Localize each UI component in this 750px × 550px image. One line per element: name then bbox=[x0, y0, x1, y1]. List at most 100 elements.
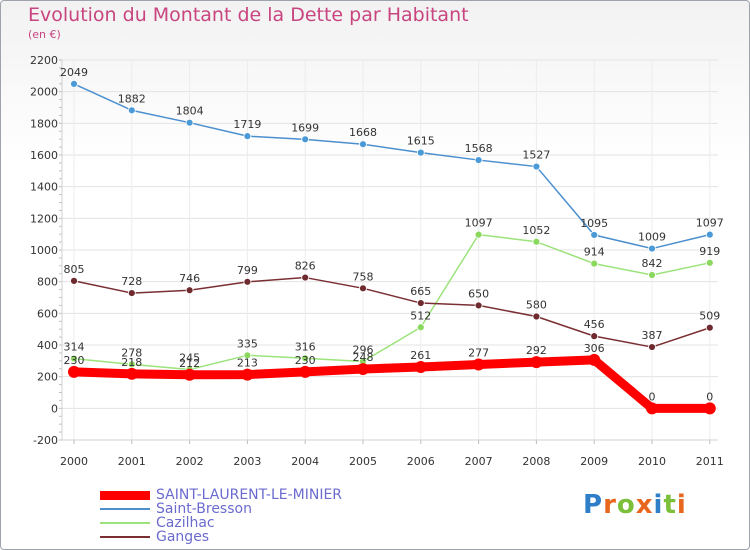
legend-item: Ganges bbox=[100, 530, 209, 544]
y-tick-label: 400 bbox=[37, 339, 58, 352]
data-label: 456 bbox=[584, 318, 605, 331]
y-tick-label: 1400 bbox=[30, 181, 58, 194]
data-point bbox=[243, 351, 252, 360]
data-label: 387 bbox=[642, 329, 663, 342]
data-label: 335 bbox=[237, 337, 258, 350]
series-line bbox=[69, 355, 715, 413]
legend-swatch bbox=[100, 522, 150, 524]
x-tick-label: 2011 bbox=[696, 455, 724, 468]
data-label: 919 bbox=[699, 245, 720, 258]
data-label: 0 bbox=[706, 390, 713, 403]
data-point bbox=[359, 284, 367, 293]
data-label: 1527 bbox=[522, 149, 550, 162]
legend-label: Saint-Bresson bbox=[156, 501, 252, 517]
data-point bbox=[703, 402, 716, 415]
data-point bbox=[241, 368, 254, 381]
data-point bbox=[474, 301, 483, 310]
data-point bbox=[125, 367, 138, 380]
data-label: 746 bbox=[179, 272, 200, 285]
data-label: 580 bbox=[526, 299, 547, 312]
logo-letter: P bbox=[583, 490, 604, 520]
data-label: 0 bbox=[649, 390, 656, 403]
x-tick-label: 2008 bbox=[522, 455, 550, 468]
x-tick-label: 2006 bbox=[407, 455, 435, 468]
logo-letter: t bbox=[663, 490, 677, 520]
data-point bbox=[301, 354, 310, 363]
data-point bbox=[648, 271, 656, 279]
data-point bbox=[705, 230, 714, 239]
data-point bbox=[590, 259, 599, 268]
data-point bbox=[70, 80, 78, 88]
legend-label: Ganges bbox=[156, 529, 210, 545]
series-line bbox=[73, 276, 711, 348]
x-tick-label: 2005 bbox=[349, 455, 377, 468]
data-label: 248 bbox=[353, 351, 374, 364]
x-tick-label: 2002 bbox=[176, 455, 204, 468]
data-label: 805 bbox=[64, 263, 85, 276]
chart-title: Evolution du Montant de la Dette par Hab… bbox=[28, 4, 469, 26]
data-point bbox=[414, 361, 427, 374]
legend-swatch bbox=[100, 508, 150, 510]
data-point bbox=[474, 230, 483, 239]
data-label: 512 bbox=[410, 309, 431, 322]
x-tick-label: 2010 bbox=[638, 455, 666, 468]
data-point bbox=[646, 402, 658, 415]
legend-item: Saint-Bresson bbox=[100, 502, 252, 516]
data-label: 799 bbox=[237, 264, 258, 277]
x-tick-label: 2003 bbox=[233, 455, 261, 468]
legend-label: SAINT-LAURENT-LE-MINIER bbox=[156, 487, 343, 503]
logo-letter: x bbox=[635, 490, 654, 520]
data-point bbox=[70, 354, 78, 363]
data-label: 842 bbox=[642, 257, 663, 270]
data-point bbox=[70, 276, 78, 285]
y-tick-label: -200 bbox=[33, 434, 58, 447]
series-line bbox=[73, 233, 711, 371]
x-tick-label: 2001 bbox=[118, 455, 146, 468]
y-tick-label: 1000 bbox=[30, 244, 58, 257]
data-label: 1719 bbox=[233, 118, 261, 131]
legend-label: Cazilhac bbox=[156, 515, 215, 531]
y-tick-label: 2000 bbox=[30, 86, 58, 99]
legend-swatch bbox=[100, 490, 150, 500]
data-point bbox=[530, 356, 543, 369]
x-tick-label: 2000 bbox=[60, 455, 88, 468]
y-tick-label: 600 bbox=[37, 307, 58, 320]
data-label: 277 bbox=[468, 346, 489, 359]
data-point bbox=[357, 363, 369, 376]
data-label: 278 bbox=[121, 346, 142, 359]
data-label: 2049 bbox=[60, 66, 88, 79]
data-label: 292 bbox=[526, 344, 547, 357]
data-label: 509 bbox=[699, 310, 720, 323]
series-cazilhac: 314 278 245 335 316 296 512 1097 1052 914 842 919 bbox=[64, 217, 720, 374]
data-point bbox=[705, 258, 714, 267]
data-point bbox=[243, 277, 252, 286]
data-label: 1009 bbox=[638, 231, 666, 244]
data-label: 728 bbox=[121, 275, 142, 288]
data-point bbox=[416, 323, 425, 332]
data-point bbox=[648, 244, 656, 253]
data-label: 1097 bbox=[465, 217, 493, 230]
series-line bbox=[73, 83, 711, 250]
data-point bbox=[532, 312, 541, 321]
data-label: 1615 bbox=[407, 135, 435, 148]
data-label: 1095 bbox=[580, 217, 608, 230]
y-tick-label: 200 bbox=[37, 371, 58, 384]
data-point bbox=[588, 353, 601, 366]
data-label: 1699 bbox=[291, 121, 319, 134]
data-point bbox=[243, 132, 252, 141]
x-tick-label: 2009 bbox=[580, 455, 608, 468]
data-point bbox=[68, 365, 80, 378]
data-point bbox=[474, 156, 483, 164]
data-label: 316 bbox=[295, 340, 316, 353]
data-label: 1052 bbox=[522, 224, 550, 237]
data-point bbox=[416, 148, 425, 157]
data-point bbox=[127, 106, 136, 115]
data-point bbox=[127, 289, 136, 297]
data-point bbox=[301, 273, 310, 282]
proxiti-logo: Proxiti bbox=[583, 490, 687, 520]
data-label: 296 bbox=[353, 343, 374, 356]
data-label: 650 bbox=[468, 287, 489, 300]
y-tick-label: 1600 bbox=[30, 149, 58, 162]
y-tick-label: 0 bbox=[51, 402, 58, 415]
